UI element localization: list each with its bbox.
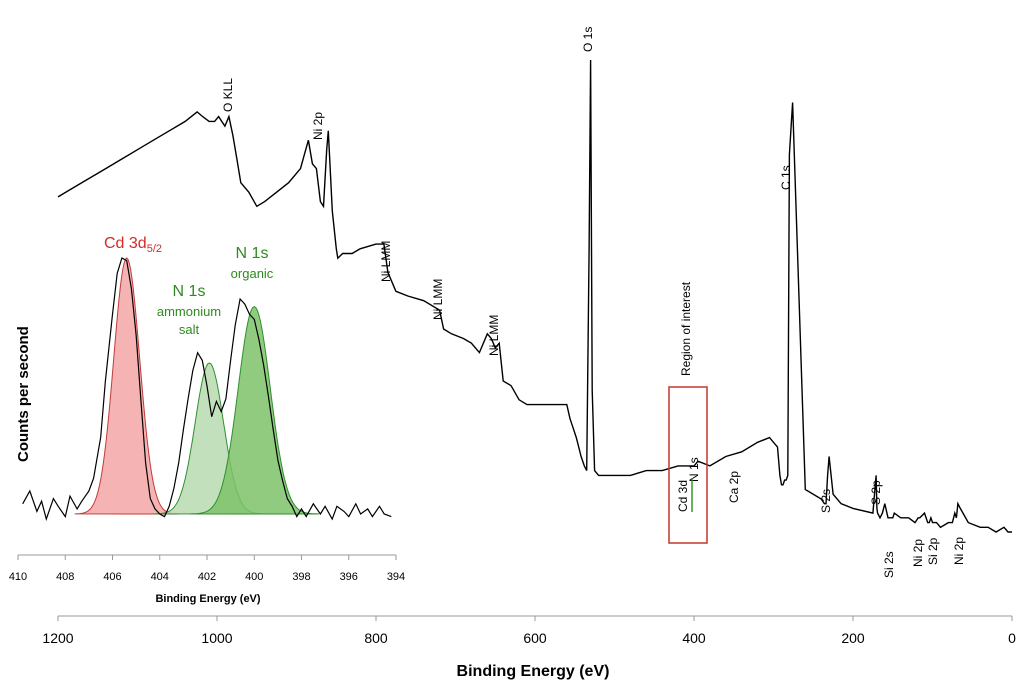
inset-measured-line bbox=[22, 257, 392, 522]
region-of-interest: Region of interest Cd 3d N 1s bbox=[668, 281, 708, 544]
inset-tick-label: 404 bbox=[151, 571, 169, 583]
region-label: Region of interest bbox=[679, 281, 693, 376]
survey-spectrum-plot: 1200 1000 800 600 400 200 0 O KLL Ni 2p Ni LMM Ni… bbox=[42, 27, 1016, 680]
peak-label: Ni 2p bbox=[952, 537, 966, 565]
n1s-ammonium-line3: salt bbox=[179, 322, 200, 337]
roi-n-label: N 1s bbox=[687, 457, 701, 482]
peak-label: Ni LMM bbox=[379, 241, 393, 282]
n1s-organic-title: N 1s bbox=[236, 245, 269, 262]
inset-tick-label: 402 bbox=[198, 571, 216, 583]
inset-tick-label: 408 bbox=[56, 571, 74, 583]
inset-fit-components bbox=[74, 257, 319, 515]
cd-peak-label: Cd 3d5/2 bbox=[104, 235, 162, 255]
main-tick-label: 200 bbox=[841, 630, 865, 646]
n1s-ammonium-line2: ammonium bbox=[157, 304, 221, 319]
main-tick-label: 600 bbox=[523, 630, 547, 646]
peak-label: O 1s bbox=[581, 27, 595, 52]
inset-x-axis-label: Binding Energy (eV) bbox=[155, 593, 260, 605]
inset-spectrum-plot: 410 408 406 404 402 400 398 396 394 Binding Ener… bbox=[9, 235, 405, 605]
main-tick-label: 800 bbox=[364, 630, 388, 646]
main-tick-label: 0 bbox=[1008, 630, 1016, 646]
peak-label: O KLL bbox=[221, 78, 235, 112]
survey-spectrum-line bbox=[57, 59, 1012, 533]
inset-tick-label: 400 bbox=[245, 571, 263, 583]
peak-label: Ni LMM bbox=[431, 279, 445, 320]
main-x-ticks: 1200 1000 800 600 400 200 0 bbox=[42, 616, 1016, 646]
inset-tick-label: 406 bbox=[103, 571, 121, 583]
inset-tick-label: 394 bbox=[387, 571, 405, 583]
main-tick-label: 1000 bbox=[201, 630, 232, 646]
inset-x-ticks: 410 408 406 404 402 400 398 396 394 bbox=[9, 555, 405, 583]
peak-label: S 2p bbox=[869, 480, 883, 505]
n1s-ammonium-title: N 1s bbox=[173, 283, 206, 300]
peak-label: S 2s bbox=[819, 489, 833, 513]
peak-label: Ni 2p bbox=[311, 112, 325, 140]
peak-label: Si 2s bbox=[882, 551, 896, 578]
main-tick-label: 1200 bbox=[42, 630, 73, 646]
n1s-organic-line2: organic bbox=[231, 266, 274, 281]
peak-label: C 1s bbox=[779, 165, 793, 190]
fit-component bbox=[74, 257, 180, 515]
inset-tick-label: 398 bbox=[292, 571, 310, 583]
peak-annotations: O KLL Ni 2p Ni LMM Ni LMM Ni LMM O 1s C 1s Ca 2… bbox=[221, 27, 966, 578]
inset-y-axis-label: Counts per second bbox=[15, 326, 32, 462]
fit-component bbox=[189, 305, 319, 515]
roi-cd-label: Cd 3d bbox=[676, 480, 690, 512]
peak-label: Ni LMM bbox=[487, 315, 501, 356]
peak-label: Si 2p bbox=[926, 537, 940, 565]
inset-tick-label: 396 bbox=[340, 571, 358, 583]
peak-label: Ni 2p bbox=[911, 539, 925, 567]
inset-tick-label: 410 bbox=[9, 571, 27, 583]
region-box bbox=[668, 386, 708, 544]
main-tick-label: 400 bbox=[682, 630, 706, 646]
peak-label: Ca 2p bbox=[727, 471, 741, 503]
main-x-axis-label: Binding Energy (eV) bbox=[457, 663, 610, 680]
